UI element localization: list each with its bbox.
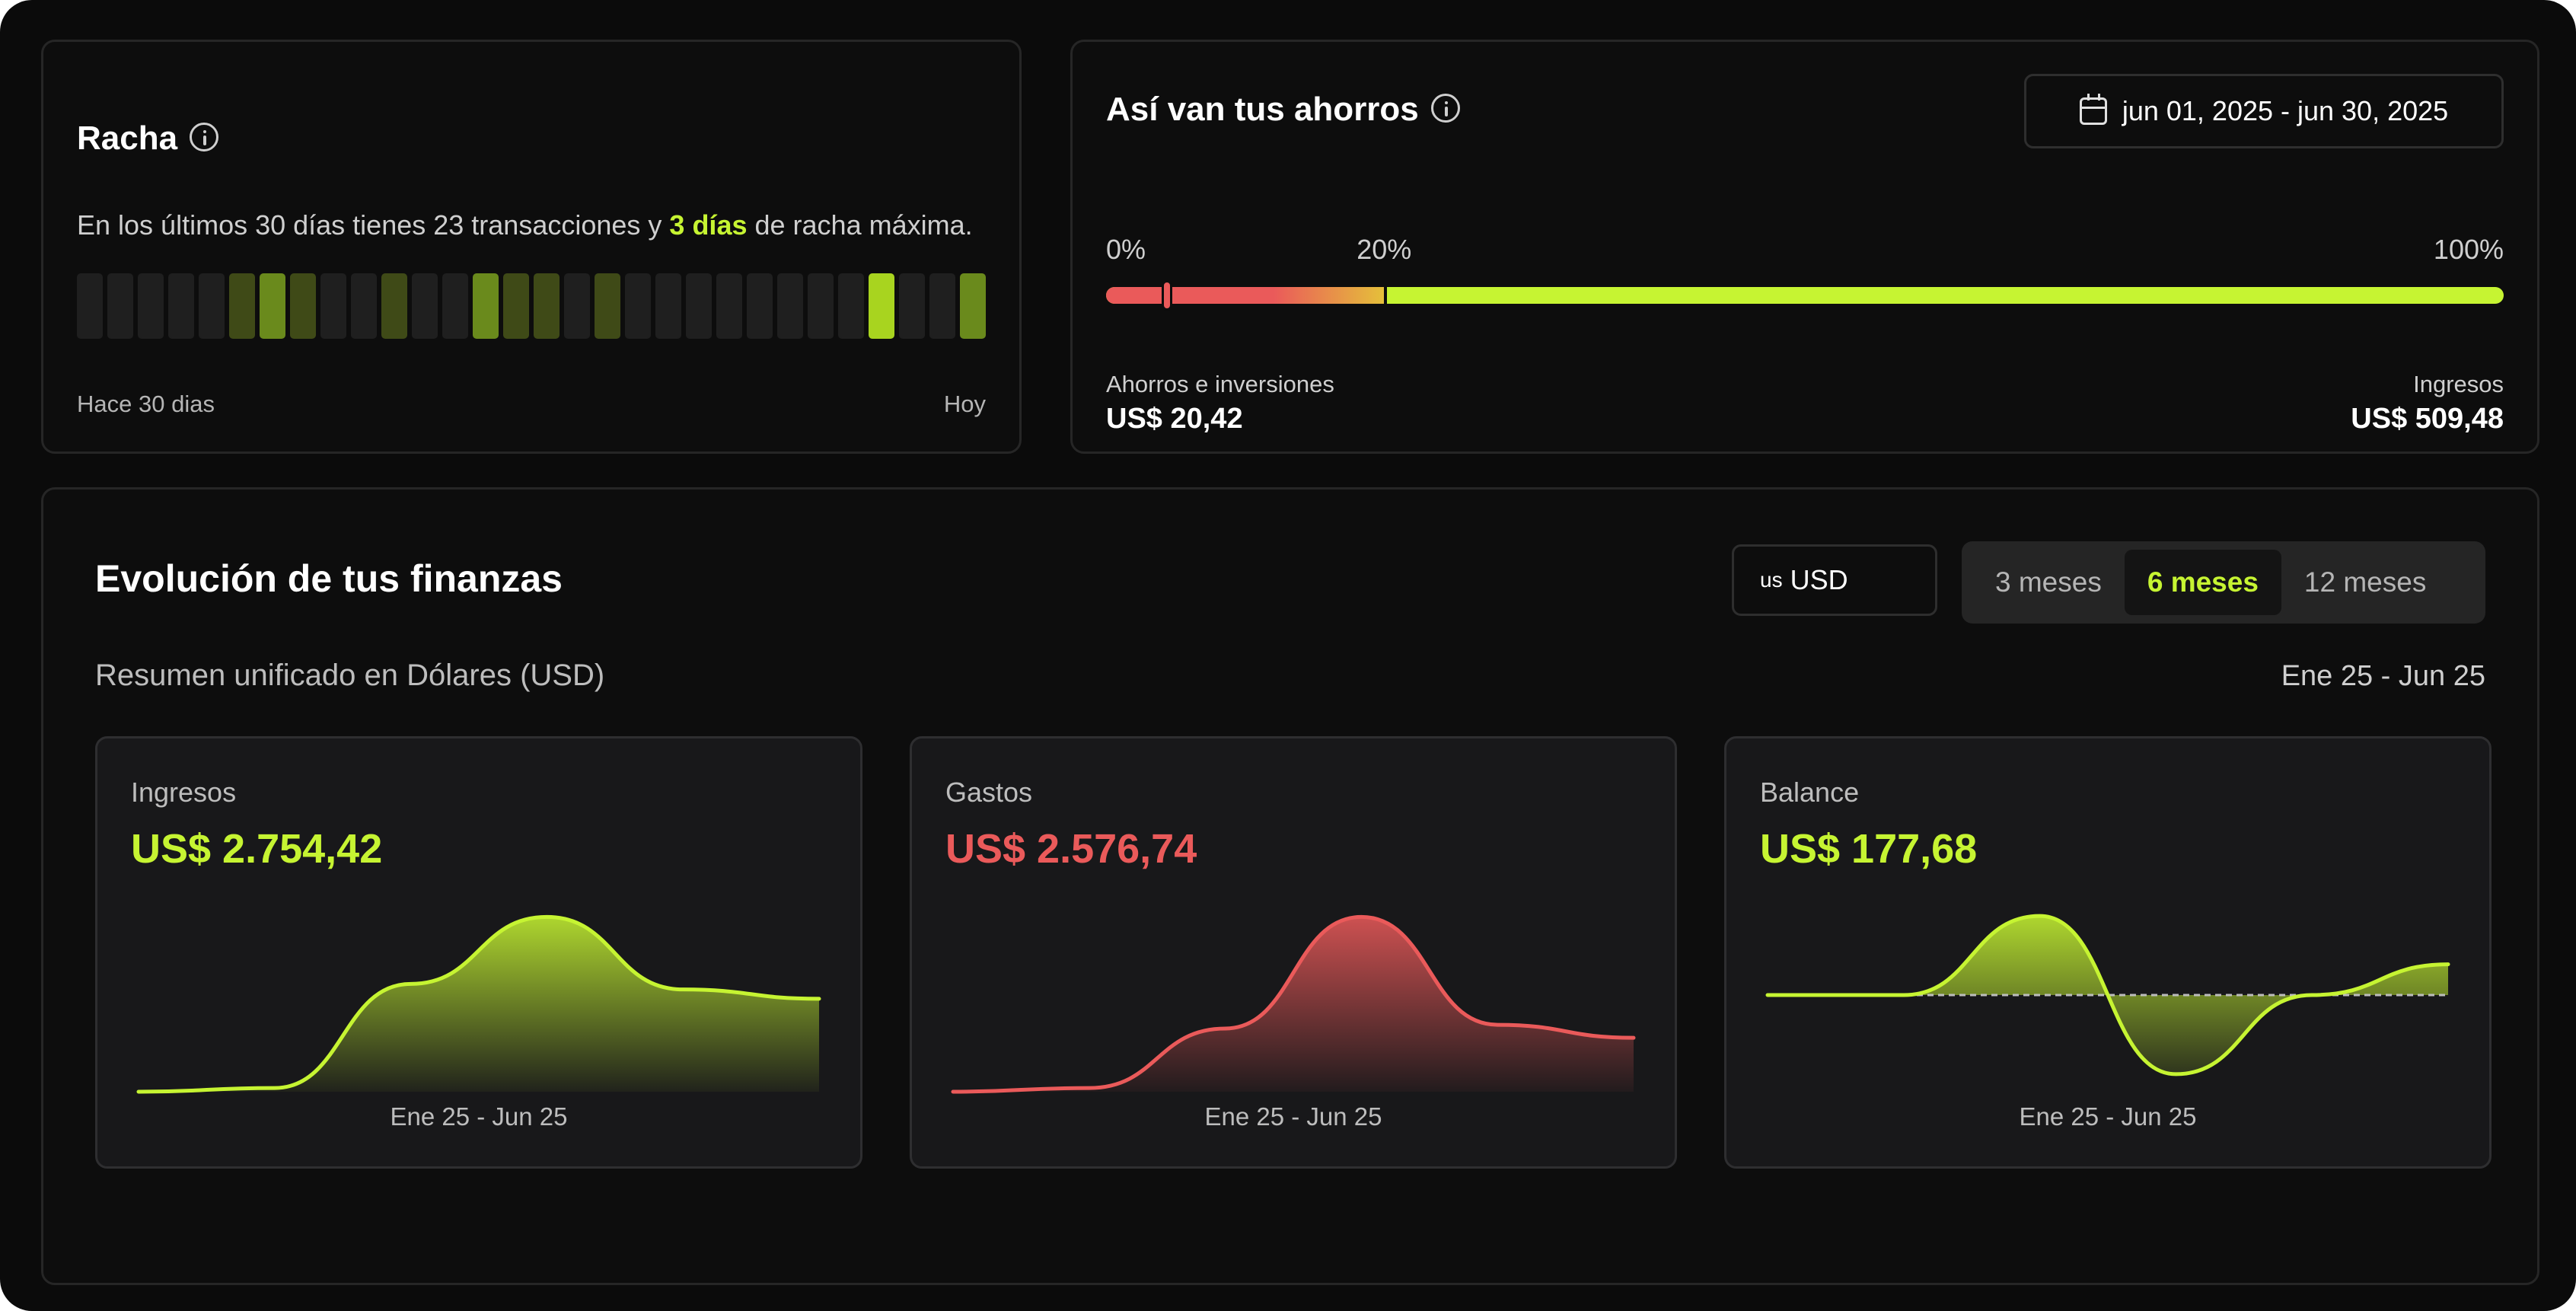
streak-day	[77, 273, 103, 339]
expenses-summary-card: Gastos US$ 2.576,74 Ene 25 - Jun 25	[910, 736, 1677, 1169]
progress-marker	[1162, 280, 1173, 311]
goal-marker	[1384, 287, 1388, 304]
chart-area	[953, 917, 1634, 1092]
tab-6-meses[interactable]: 6 meses	[2124, 550, 2281, 615]
income-card-range: Ene 25 - Jun 25	[390, 1102, 568, 1131]
expenses-card-range: Ene 25 - Jun 25	[1204, 1102, 1382, 1131]
streak-day	[960, 273, 986, 339]
date-range-button[interactable]: jun 01, 2025 - jun 30, 2025	[2024, 74, 2504, 148]
streak-max-days: 3 días	[669, 209, 748, 241]
streak-day	[503, 273, 529, 339]
streak-day	[199, 273, 225, 339]
balance-summary-card: Balance US$ 177,68 Ene 25 - Jun 25	[1724, 736, 2492, 1169]
info-icon[interactable]	[1430, 94, 1460, 123]
streak-day	[412, 273, 438, 339]
expenses-card-value: US$ 2.576,74	[945, 826, 1197, 872]
streak-day	[320, 273, 346, 339]
tab-3-meses[interactable]: 3 meses	[1995, 566, 2102, 598]
evolution-title: Evolución de tus finanzas	[95, 557, 563, 600]
savings-card: Así van tus ahorros jun 01, 2025 - jun 3…	[1070, 40, 2539, 454]
streak-day	[625, 273, 651, 339]
streak-bar	[77, 273, 986, 339]
chart-series-line	[951, 914, 1636, 1094]
goal-percentage-label: 20%	[1357, 234, 1412, 265]
streak-day	[869, 273, 894, 339]
chart-series-line	[136, 914, 821, 1094]
expenses-card-label: Gastos	[945, 777, 1033, 808]
savings-label: Ahorros e inversiones	[1106, 371, 1334, 397]
evolution-subtitle: Resumen unificado en Dólares (USD)	[95, 659, 605, 692]
income-summary-card: Ingresos US$ 2.754,42 Ene 25 - Jun 25	[95, 736, 862, 1169]
expenses-area-chart	[951, 914, 1636, 1094]
streak-end-label: Hoy	[943, 391, 986, 417]
streak-description: En los últimos 30 días tienes 23 transac…	[77, 209, 973, 241]
streak-start-label: Hace 30 dias	[77, 391, 215, 417]
streak-day	[595, 273, 620, 339]
streak-day	[929, 273, 955, 339]
streak-day	[716, 273, 742, 339]
streak-day	[655, 273, 681, 339]
streak-day	[381, 273, 407, 339]
streak-day	[229, 273, 255, 339]
scale-max-label: 100%	[2433, 234, 2504, 265]
streak-day	[260, 273, 285, 339]
streak-day	[686, 273, 712, 339]
income-area-chart	[136, 914, 821, 1094]
streak-day	[442, 273, 468, 339]
chart-series-line	[1765, 914, 2450, 1077]
streak-day	[168, 273, 194, 339]
tab-12-meses[interactable]: 12 meses	[2303, 566, 2427, 598]
streak-day	[899, 273, 925, 339]
balance-card-label: Balance	[1760, 777, 1860, 808]
income-card-value: US$ 2.754,42	[131, 826, 383, 872]
currency-label: USD	[1790, 564, 1848, 595]
calendar-icon	[2079, 94, 2107, 125]
streak-day	[473, 273, 499, 339]
streak-day	[351, 273, 377, 339]
period-tabs: 3 meses 6 meses 12 meses	[1962, 541, 2485, 624]
streak-day	[777, 273, 803, 339]
finance-evolution-card: Evolución de tus finanzas us USD 3 meses…	[41, 487, 2539, 1285]
scale-min-label: 0%	[1106, 234, 1146, 265]
income-label: Ingresos	[2413, 371, 2504, 397]
streak-day	[747, 273, 773, 339]
income-value: US$ 509,48	[2351, 403, 2504, 435]
chart-area	[139, 917, 819, 1092]
info-icon[interactable]	[190, 123, 219, 152]
streak-day	[564, 273, 590, 339]
balance-area-chart	[1765, 914, 2450, 1077]
currency-code: us	[1760, 568, 1783, 592]
streak-day	[808, 273, 834, 339]
income-card-label: Ingresos	[131, 777, 237, 808]
savings-value: US$ 20,42	[1106, 403, 1243, 435]
balance-card-range: Ene 25 - Jun 25	[2019, 1102, 2197, 1131]
savings-title: Así van tus ahorros	[1106, 91, 1460, 129]
evolution-range: Ene 25 - Jun 25	[2281, 660, 2485, 692]
streak-title: Racha	[77, 120, 219, 158]
streak-day	[138, 273, 164, 339]
streak-day	[290, 273, 316, 339]
savings-progress-bar	[1106, 280, 2504, 311]
balance-card-value: US$ 177,68	[1760, 826, 1978, 872]
currency-select[interactable]: us USD	[1732, 544, 1937, 616]
streak-day	[838, 273, 864, 339]
streak-day	[534, 273, 560, 339]
streak-day	[107, 273, 133, 339]
savings-goal-segment	[1106, 287, 1386, 304]
streak-card: Racha En los últimos 30 días tienes 23 t…	[41, 40, 1022, 454]
